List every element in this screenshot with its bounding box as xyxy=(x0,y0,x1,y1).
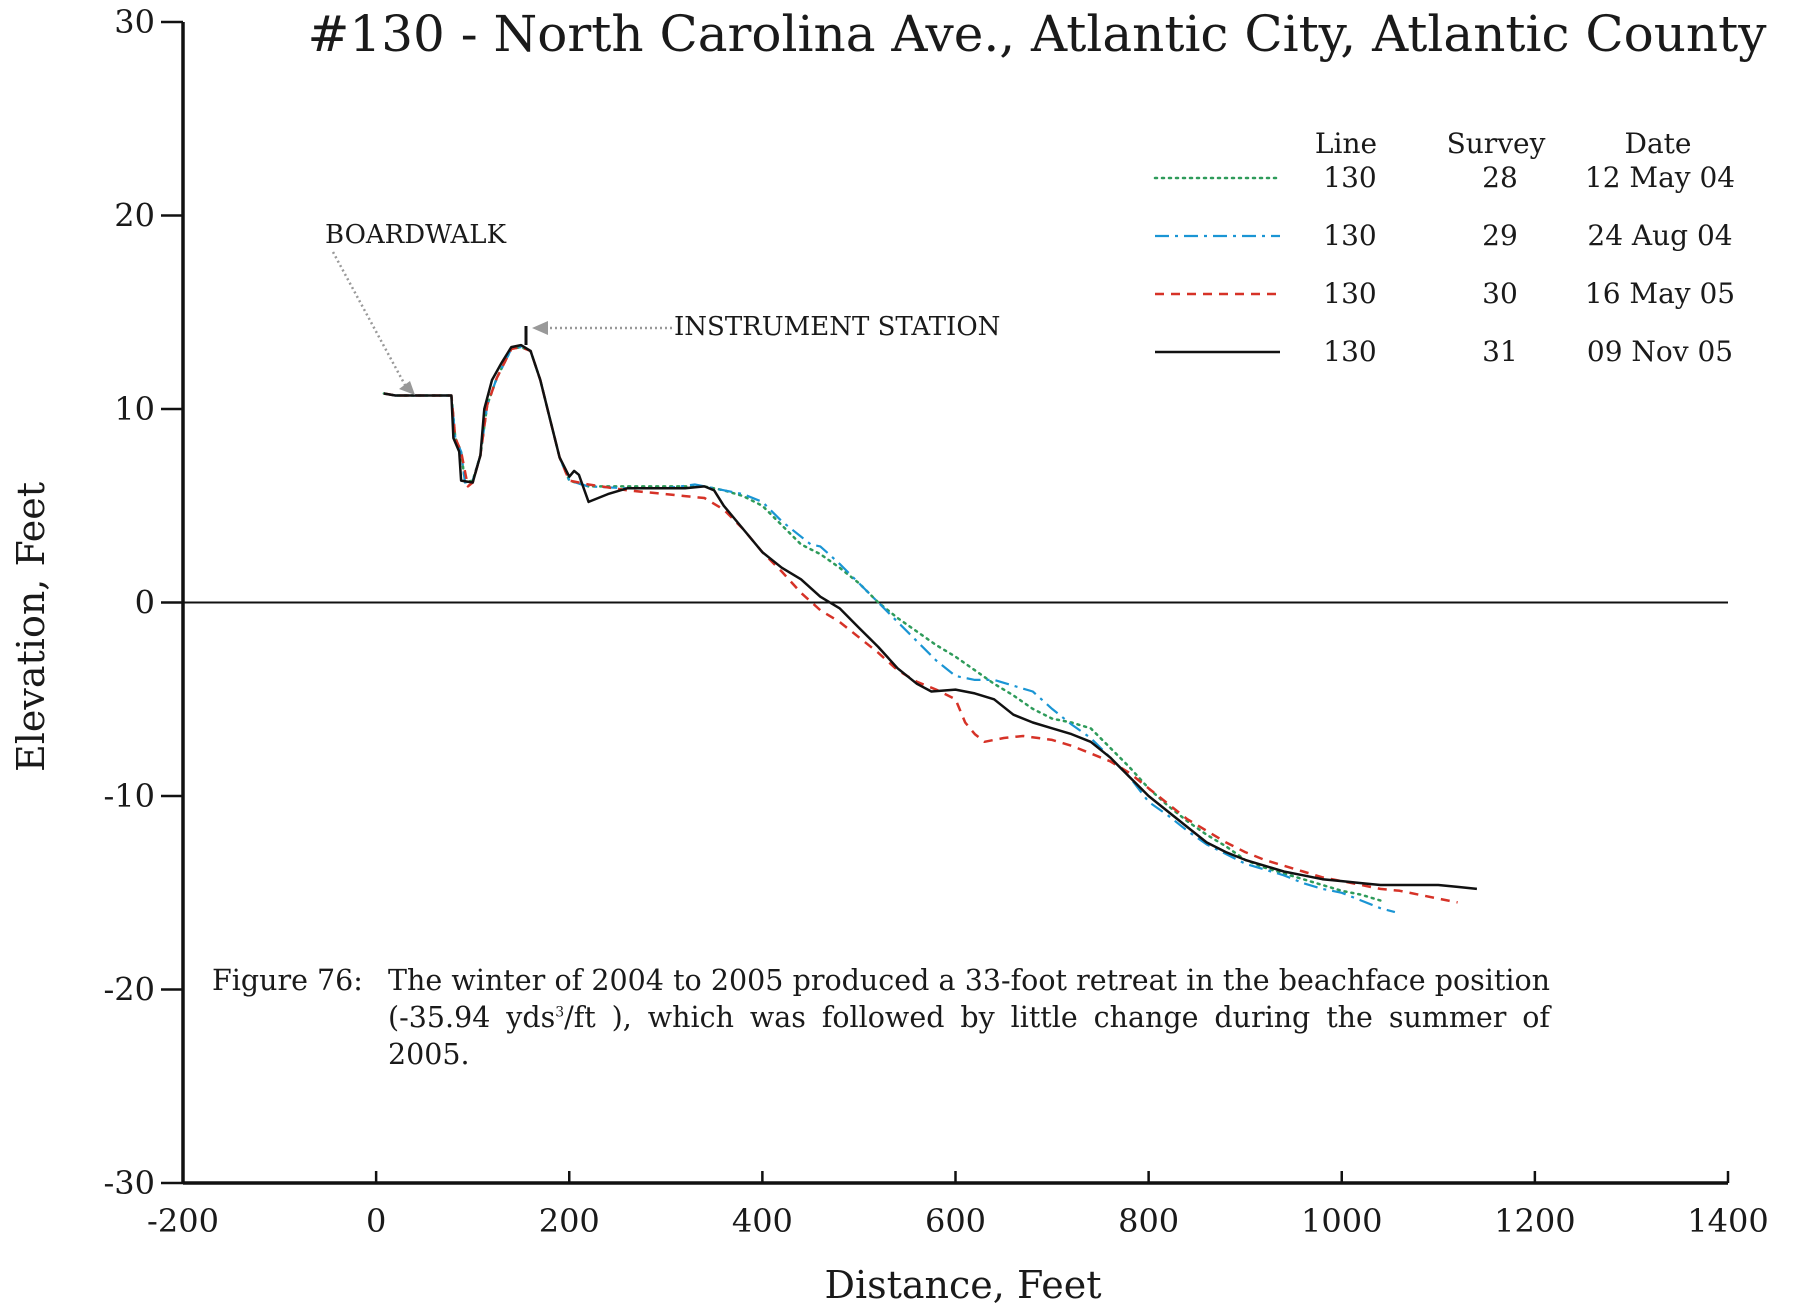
legend-survey-value: 28 xyxy=(1482,161,1518,194)
x-tick-label: 200 xyxy=(539,1202,600,1240)
legend-header-date: Date xyxy=(1625,127,1692,160)
series-line-survey-31 xyxy=(383,343,1478,891)
legend-date-value: 24 Aug 04 xyxy=(1587,219,1732,252)
x-axis-label: Distance, Feet xyxy=(825,1263,1102,1303)
caption-text: The winter of 2004 to 2005 produced a 33… xyxy=(388,962,1550,1073)
x-tick-label: 1000 xyxy=(1301,1202,1382,1240)
y-axis-ticks: -30 -20 -10 0 10 20 30 xyxy=(103,3,183,1202)
boardwalk-arrowhead xyxy=(399,381,415,395)
legend-survey-value: 31 xyxy=(1482,335,1518,368)
legend-date-value: 09 Nov 05 xyxy=(1587,335,1733,368)
y-tick-label: -10 xyxy=(103,777,155,815)
y-tick-label: 20 xyxy=(114,197,155,235)
y-tick-label: 30 xyxy=(114,3,155,41)
caption-text-part1: The winter of 2004 to 2005 produced a 33… xyxy=(388,964,1550,1034)
x-tick-label: -200 xyxy=(147,1202,219,1240)
chart-title: #130 - North Carolina Ave., Atlantic Cit… xyxy=(308,5,1768,63)
legend-line-value: 130 xyxy=(1323,219,1376,252)
legend-survey-value: 30 xyxy=(1482,277,1518,310)
figure-caption: Figure 76: The winter of 2004 to 2005 pr… xyxy=(212,962,1550,1073)
legend-header-line: Line xyxy=(1315,127,1377,160)
x-tick-label: 0 xyxy=(366,1202,386,1240)
y-tick-label: -30 xyxy=(103,1164,155,1202)
boardwalk-arrow-line xyxy=(331,251,407,386)
series-group xyxy=(382,343,1478,914)
instrument-station-arrowhead xyxy=(532,321,548,335)
legend-line-value: 130 xyxy=(1323,277,1376,310)
x-tick-label: 400 xyxy=(732,1202,793,1240)
y-tick-label: -20 xyxy=(103,971,155,1009)
y-tick-label: 10 xyxy=(114,390,155,428)
x-tick-label: 1200 xyxy=(1494,1202,1575,1240)
legend-rows: 130 28 12 May 04 130 29 24 Aug 04 130 30 16 May … xyxy=(1153,161,1735,368)
x-tick-label: 1400 xyxy=(1687,1202,1768,1240)
y-axis-label: Elevation, Feet xyxy=(9,482,53,772)
legend-line-value: 130 xyxy=(1323,161,1376,194)
series-line-survey-30 xyxy=(383,345,1458,904)
caption-text-part2: /ft ), which was followed by little chan… xyxy=(388,1001,1550,1071)
boardwalk-annotation: BOARDWALK xyxy=(325,220,507,250)
legend-survey-value: 29 xyxy=(1482,219,1518,252)
series-line-survey-29 xyxy=(383,346,1396,914)
legend: Line Survey Date 130 28 12 May 04 130 29 24 A… xyxy=(1153,127,1735,368)
annotations: BOARDWALK INSTRUMENT STATION xyxy=(325,220,1000,395)
legend-date-value: 16 May 05 xyxy=(1585,277,1735,310)
legend-header-survey: Survey xyxy=(1447,127,1546,160)
series-line-survey-28 xyxy=(382,345,1382,902)
y-tick-label: 0 xyxy=(135,584,155,622)
x-axis-ticks: -200 0 200 400 600 800 1000 1200 1400 xyxy=(147,1171,1769,1240)
x-tick-label: 600 xyxy=(925,1202,986,1240)
legend-date-value: 12 May 04 xyxy=(1585,161,1735,194)
legend-line-value: 130 xyxy=(1323,335,1376,368)
instrument-station-annotation: INSTRUMENT STATION xyxy=(674,312,1000,342)
caption-superscript: 3 xyxy=(555,1004,565,1021)
x-tick-label: 800 xyxy=(1118,1202,1179,1240)
caption-label: Figure 76: xyxy=(212,964,363,997)
